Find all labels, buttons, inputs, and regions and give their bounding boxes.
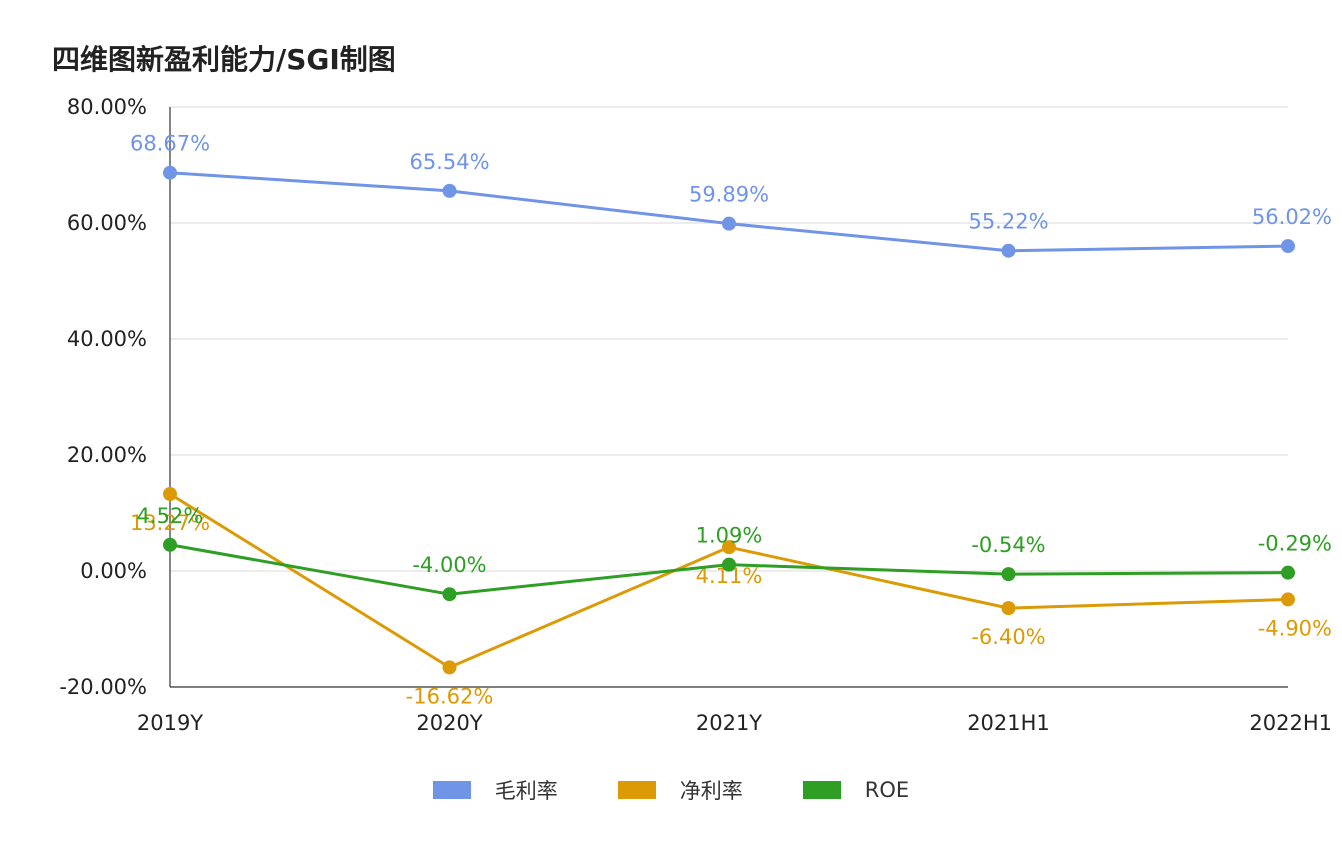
chart-title: 四维图新盈利能力/SGI制图 (52, 43, 396, 76)
data-point (163, 537, 177, 552)
legend: 毛利率 净利率 ROE (0, 775, 1342, 805)
legend-label-gross-margin: 毛利率 (494, 779, 558, 803)
data-label: 65.54% (409, 150, 489, 174)
y-tick-label: -20.00% (59, 675, 147, 699)
y-tick-label: 60.00% (67, 211, 147, 235)
data-label: 56.02% (1252, 205, 1332, 229)
x-tick-label: 2022H1 (1249, 711, 1332, 735)
x-tick-label: 2021H1 (967, 711, 1050, 735)
data-label: -4.00% (412, 553, 486, 577)
data-label: -0.29% (1258, 532, 1332, 556)
data-point (442, 660, 457, 675)
data-point (722, 540, 736, 555)
data-label: 68.67% (130, 132, 210, 156)
data-label: 4.52% (137, 504, 204, 528)
legend-item-gross-margin[interactable]: 毛利率 (432, 775, 558, 805)
legend-label-roe: ROE (864, 778, 910, 802)
data-label: -6.40% (971, 625, 1045, 649)
legend-swatch-roe (802, 781, 841, 799)
legend-item-net-margin[interactable]: 净利率 (617, 775, 743, 805)
data-point (163, 487, 177, 502)
x-tick-label: 2021Y (696, 711, 762, 735)
data-point (722, 216, 736, 231)
data-label: 55.22% (968, 210, 1048, 234)
data-point (1001, 567, 1016, 582)
y-tick-label: 0.00% (80, 559, 147, 583)
data-label: -0.54% (971, 533, 1045, 557)
data-point (722, 557, 736, 572)
data-label: 1.09% (696, 524, 763, 548)
data-point (1001, 601, 1016, 616)
data-point (163, 165, 177, 180)
legend-swatch-net-margin (617, 781, 656, 799)
y-tick-label: 80.00% (67, 95, 147, 119)
data-point (1281, 565, 1295, 580)
data-point (1281, 592, 1295, 607)
data-label: -4.90% (1258, 616, 1332, 640)
data-point (1001, 243, 1016, 258)
data-label: 59.89% (689, 183, 769, 207)
legend-item-roe[interactable]: ROE (802, 775, 910, 805)
data-point (442, 183, 457, 198)
x-tick-label: 2020Y (416, 711, 482, 735)
y-tick-label: 40.00% (67, 327, 147, 351)
legend-label-net-margin: 净利率 (679, 779, 743, 803)
x-tick-label: 2019Y (137, 711, 203, 735)
data-point (442, 587, 457, 602)
legend-swatch-gross-margin (432, 781, 471, 799)
data-point (1281, 239, 1295, 254)
data-label: 13.27% (130, 511, 210, 535)
y-tick-label: 20.00% (67, 443, 147, 467)
data-label: -16.62% (406, 684, 494, 708)
